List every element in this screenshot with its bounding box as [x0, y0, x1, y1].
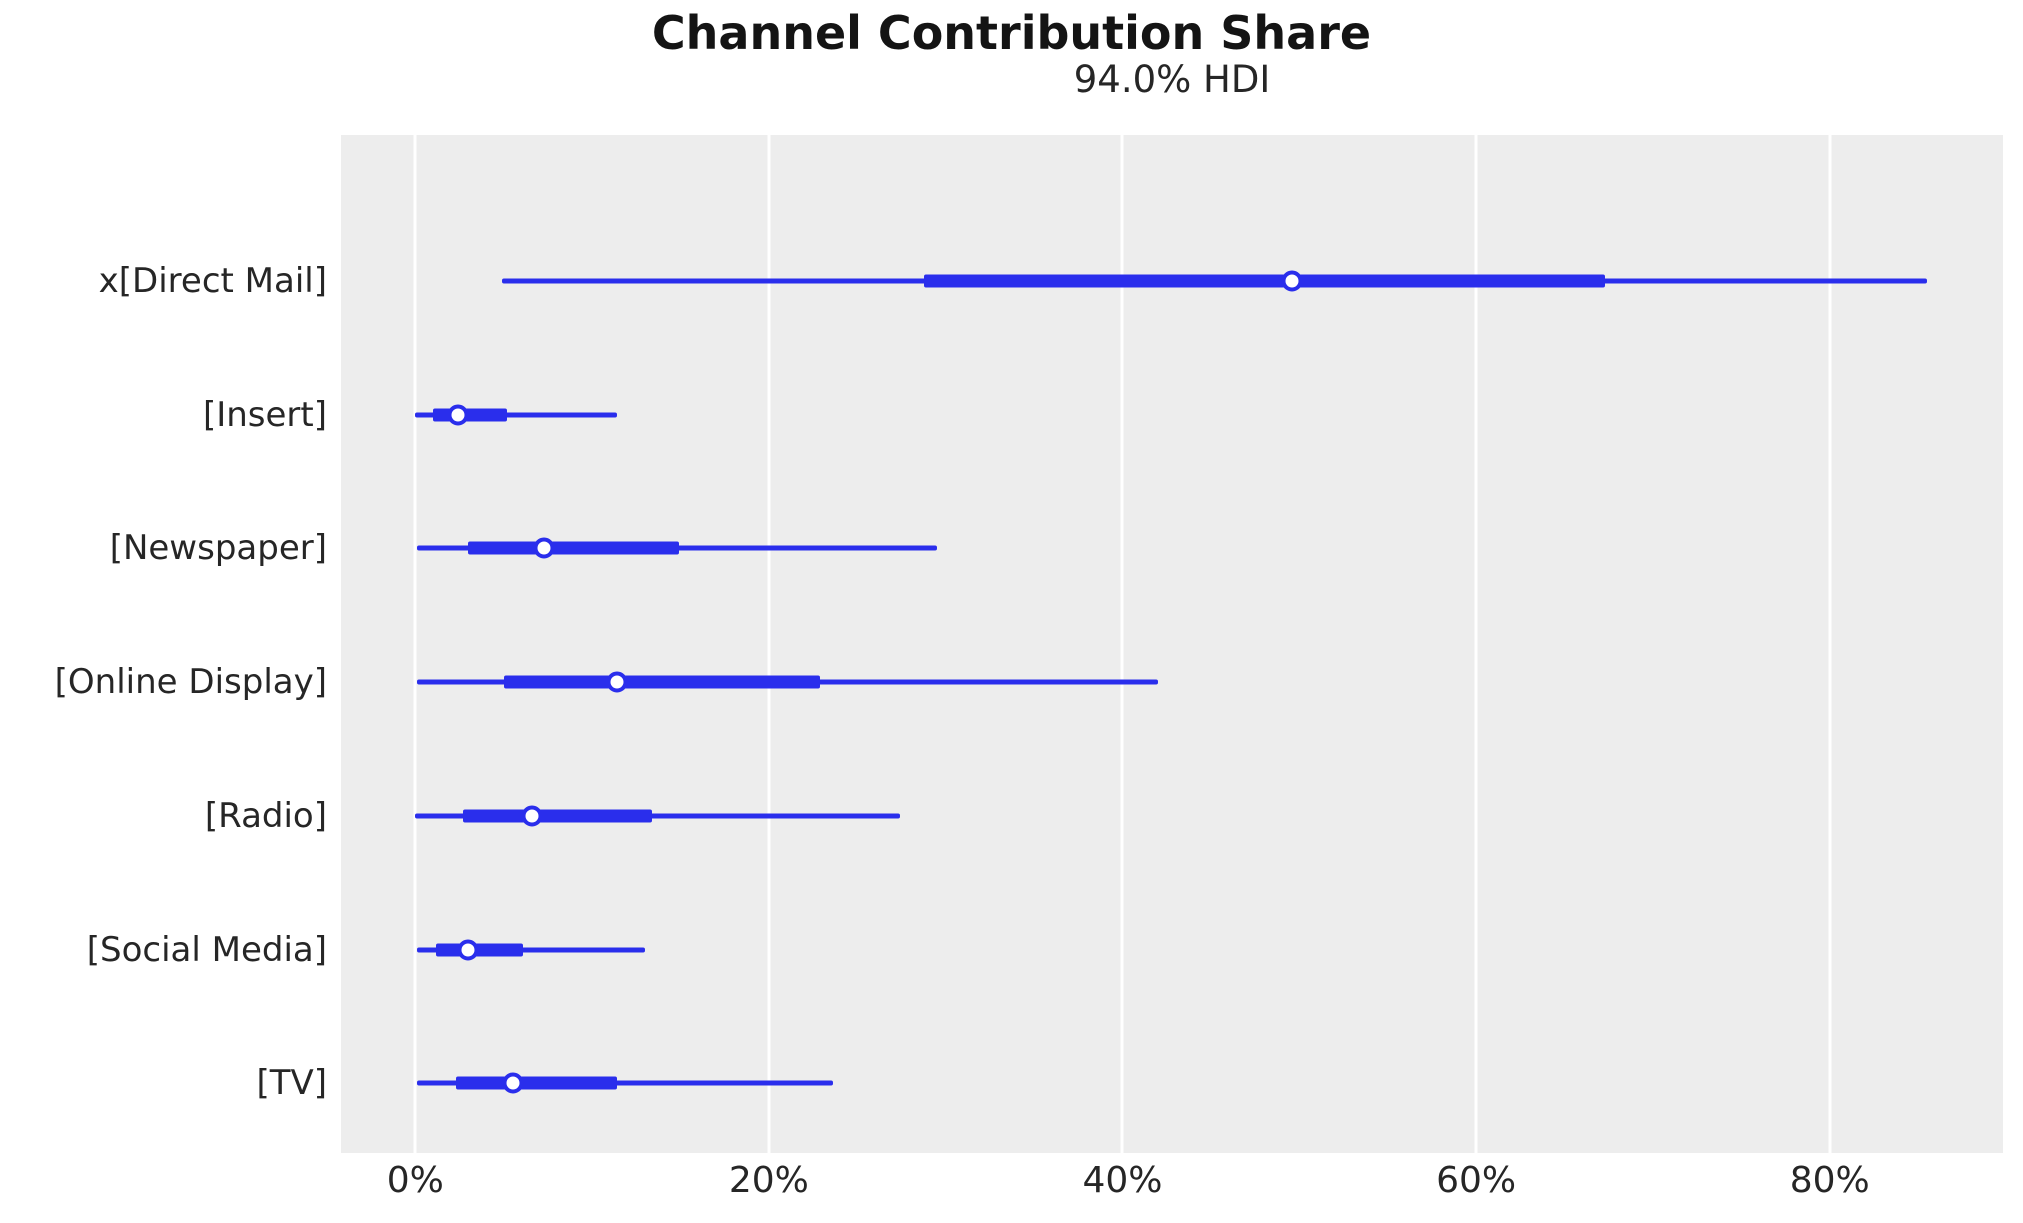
interquartile-line	[432, 408, 508, 422]
median-marker	[447, 404, 469, 426]
interquartile-line	[436, 943, 524, 957]
hdi-interval-line	[415, 813, 900, 819]
plot-area	[341, 135, 2003, 1153]
x-tick-label: 60%	[1436, 1160, 1517, 1201]
hdi-interval-line	[417, 947, 646, 953]
median-marker	[1281, 270, 1303, 292]
median-marker	[533, 537, 555, 559]
gridline	[767, 135, 771, 1153]
interquartile-line	[503, 675, 821, 689]
y-tick-label: [TV]	[256, 1063, 327, 1104]
x-tick-label: 40%	[1082, 1160, 1163, 1201]
y-tick-label: [Online Display]	[54, 662, 327, 703]
y-tick-label: [Radio]	[204, 795, 327, 836]
y-tick-label: x[Direct Mail]	[98, 260, 327, 301]
gridline	[1828, 135, 1832, 1153]
y-tick-label: [Newspaper]	[109, 528, 327, 569]
median-marker	[457, 939, 479, 961]
y-tick-label: [Insert]	[202, 394, 327, 435]
median-marker	[521, 805, 543, 827]
chart-subtitle-hdi: 94.0% HDI	[1073, 58, 1271, 101]
interquartile-line	[468, 541, 679, 555]
hdi-interval-line	[415, 412, 617, 418]
gridline	[413, 135, 417, 1153]
x-tick-label: 20%	[728, 1160, 809, 1201]
median-marker	[606, 671, 628, 693]
gridline	[1474, 135, 1478, 1153]
median-marker	[502, 1072, 523, 1094]
interquartile-line	[462, 809, 653, 823]
x-tick-label: 80%	[1789, 1160, 1870, 1201]
interquartile-line	[924, 274, 1606, 288]
x-tick-label: 0%	[386, 1160, 444, 1201]
interquartile-line	[455, 1076, 617, 1090]
gridline	[1120, 135, 1124, 1153]
y-tick-label: [Social Media]	[86, 929, 327, 970]
hdi-interval-line	[417, 1080, 833, 1086]
chart-title: Channel Contribution Share	[651, 6, 1372, 60]
